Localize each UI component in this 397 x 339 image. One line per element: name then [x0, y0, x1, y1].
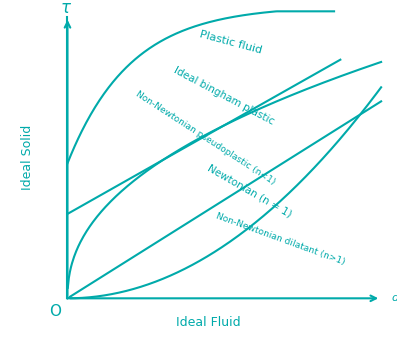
Text: Plastic fluid: Plastic fluid	[198, 29, 263, 55]
Text: O: O	[50, 304, 62, 319]
Text: du/dy: du/dy	[391, 293, 397, 303]
Text: Non-Newtonian pseudoplastic (n<1): Non-Newtonian pseudoplastic (n<1)	[134, 89, 277, 186]
Text: Ideal Fluid: Ideal Fluid	[176, 316, 241, 328]
Text: Newtonian (n = 1): Newtonian (n = 1)	[206, 163, 293, 220]
Text: τ: τ	[60, 0, 71, 18]
Text: Non-Newtonian dilatant (n>1): Non-Newtonian dilatant (n>1)	[215, 212, 347, 267]
Text: Ideal Solid: Ideal Solid	[21, 125, 34, 190]
Text: Ideal bingham plastic: Ideal bingham plastic	[172, 65, 276, 126]
